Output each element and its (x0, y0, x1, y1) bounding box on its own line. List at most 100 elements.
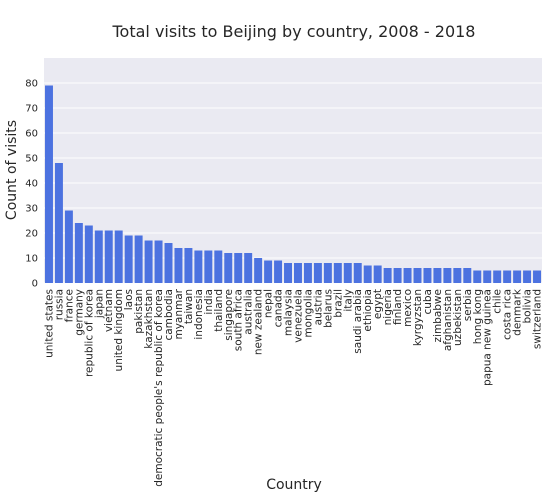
bar (383, 268, 392, 283)
x-tick-label: papua new guinea (482, 289, 494, 386)
x-tick-label: nigeria (382, 289, 394, 325)
bar (154, 240, 163, 283)
bar (423, 268, 432, 283)
x-tick-label: nepal (263, 289, 275, 318)
bar (64, 210, 73, 283)
bar (433, 268, 442, 283)
x-tick-label: south africa (233, 289, 245, 351)
x-tick-label: canada (273, 289, 285, 327)
bar (134, 235, 143, 283)
bar (293, 263, 302, 283)
x-tick-label: thailand (213, 289, 225, 332)
bar (363, 265, 372, 283)
x-tick-label: brazil (332, 289, 344, 318)
bar (174, 248, 183, 283)
x-tick-label: france (63, 289, 75, 322)
bar (94, 230, 103, 283)
x-tick-label: kyrgyzstan (412, 289, 424, 346)
x-tick-label: india (203, 289, 215, 315)
bar (144, 240, 153, 283)
bar (393, 268, 402, 283)
x-tick-label: mongolia (302, 289, 314, 338)
x-tick-label: zimbabwe (432, 289, 444, 342)
bar (204, 250, 213, 283)
bar (224, 253, 233, 283)
x-tick-label: republic of korea (83, 289, 95, 377)
bar (184, 248, 193, 283)
bar (473, 270, 482, 283)
bar (54, 163, 63, 283)
bar (513, 270, 522, 283)
y-tick-label: 60 (25, 129, 38, 140)
bar (234, 253, 243, 283)
x-tick-label: united states (43, 289, 55, 358)
x-tick-label: afghanistan (442, 289, 454, 351)
x-axis-ticks: united statesrussiafrancegermanyrepublic… (43, 288, 543, 487)
x-tick-label: uzbekistan (452, 289, 464, 346)
bar (124, 235, 133, 283)
bar (284, 263, 293, 283)
x-tick-label: cambodia (163, 289, 175, 341)
x-tick-label: kazakhstan (143, 289, 155, 349)
y-tick-label: 40 (25, 179, 38, 190)
x-tick-label: denmark (512, 288, 524, 336)
bar (313, 263, 322, 283)
bar (323, 263, 332, 283)
bar (74, 223, 83, 283)
x-tick-label: italy (342, 289, 354, 312)
bar (274, 260, 283, 283)
x-tick-label: indonesia (193, 289, 205, 340)
bar (343, 263, 352, 283)
x-tick-label: taiwan (183, 289, 195, 324)
bar (303, 263, 312, 283)
bar (84, 225, 93, 283)
x-tick-label: singapore (223, 289, 235, 341)
bar (164, 243, 173, 283)
x-tick-label: mexico (402, 289, 414, 327)
x-tick-label: costa rica (502, 289, 514, 340)
y-tick-label: 10 (25, 254, 38, 265)
y-tick-label: 0 (32, 279, 38, 290)
x-tick-label: venezuela (292, 289, 304, 343)
x-axis-label: Country (266, 477, 322, 493)
x-tick-label: australia (243, 289, 255, 335)
x-tick-label: ethiopia (362, 289, 374, 332)
bar (333, 263, 342, 283)
bar (114, 230, 123, 283)
x-tick-label: saudi arabia (352, 289, 364, 354)
bar (413, 268, 422, 283)
x-tick-label: japan (93, 289, 105, 319)
x-tick-label: finland (392, 289, 404, 325)
y-tick-label: 20 (25, 229, 38, 240)
bar (463, 268, 472, 283)
x-tick-label: united kingdom (113, 289, 125, 371)
bar (443, 268, 452, 283)
x-tick-label: malaysia (283, 289, 295, 336)
x-tick-label: new zealand (253, 289, 265, 355)
y-tick-label: 70 (25, 104, 38, 115)
x-tick-label: cuba (422, 289, 434, 315)
bar (214, 250, 223, 283)
x-tick-label: democratic people's republic of korea (153, 289, 165, 487)
bar (403, 268, 412, 283)
y-tick-label: 30 (25, 204, 38, 215)
bar (503, 270, 512, 283)
y-tick-label: 50 (25, 154, 38, 165)
x-tick-label: chile (492, 289, 504, 314)
x-tick-label: hong kong (472, 289, 484, 344)
chart-title: Total visits to Beijing by country, 2008… (112, 22, 476, 41)
x-tick-label: vietnam (103, 289, 115, 332)
bar (194, 250, 203, 283)
x-tick-label: pakistan (133, 289, 145, 334)
y-axis-ticks: 0 10 20 30 40 50 60 70 80 (25, 79, 38, 290)
x-tick-label: belarus (322, 289, 334, 328)
x-tick-label: germany (73, 289, 85, 336)
x-tick-label: myanmar (173, 288, 185, 339)
bar (483, 270, 492, 283)
bar (254, 258, 263, 283)
x-tick-label: austria (312, 289, 324, 325)
bar (44, 85, 53, 283)
bar (493, 270, 502, 283)
